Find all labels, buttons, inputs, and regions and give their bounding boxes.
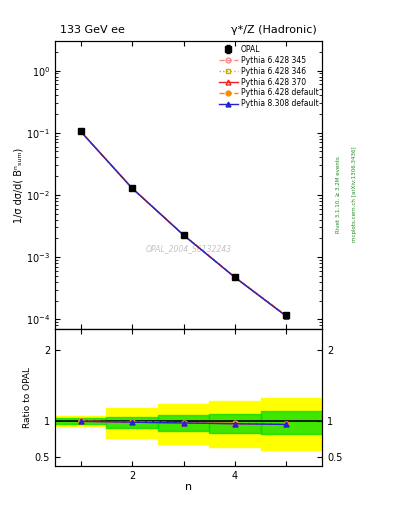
Pythia 6.428 346 bbox=[181, 232, 186, 238]
Pythia 6.428 345 bbox=[233, 274, 237, 280]
Pythia 8.308 default bbox=[78, 129, 83, 135]
Y-axis label: 1/σ dσ/d( Bⁿₛᵤₘ): 1/σ dσ/d( Bⁿₛᵤₘ) bbox=[13, 147, 23, 223]
Pythia 6.428 default bbox=[233, 274, 237, 280]
Pythia 6.428 370 bbox=[233, 274, 237, 281]
Y-axis label: Ratio to OPAL: Ratio to OPAL bbox=[23, 367, 32, 428]
Text: mcplots.cern.ch [arXiv:1306.3436]: mcplots.cern.ch [arXiv:1306.3436] bbox=[352, 147, 357, 242]
Pythia 8.308 default bbox=[181, 232, 186, 238]
Text: 133 GeV ee: 133 GeV ee bbox=[61, 25, 125, 35]
Pythia 6.428 default bbox=[78, 129, 83, 135]
Text: OPAL_2004_S6132243: OPAL_2004_S6132243 bbox=[146, 244, 231, 253]
Line: Pythia 6.428 345: Pythia 6.428 345 bbox=[78, 129, 289, 318]
Pythia 6.428 370 bbox=[78, 129, 83, 135]
Text: γ*/Z (Hadronic): γ*/Z (Hadronic) bbox=[231, 25, 317, 35]
Pythia 6.428 345 bbox=[284, 313, 288, 319]
Pythia 6.428 default bbox=[284, 313, 288, 319]
Pythia 8.308 default bbox=[233, 274, 237, 281]
Pythia 6.428 346 bbox=[78, 129, 83, 135]
Line: Pythia 6.428 370: Pythia 6.428 370 bbox=[78, 129, 289, 318]
Line: Pythia 6.428 346: Pythia 6.428 346 bbox=[78, 129, 289, 318]
Pythia 6.428 default bbox=[181, 232, 186, 238]
Pythia 6.428 370 bbox=[284, 313, 288, 319]
Pythia 6.428 default bbox=[130, 185, 134, 191]
Text: Rivet 3.1.10, ≥ 3.2M events: Rivet 3.1.10, ≥ 3.2M events bbox=[336, 156, 341, 233]
Legend: OPAL, Pythia 6.428 345, Pythia 6.428 346, Pythia 6.428 370, Pythia 6.428 default: OPAL, Pythia 6.428 345, Pythia 6.428 346… bbox=[217, 43, 320, 110]
Line: Pythia 8.308 default: Pythia 8.308 default bbox=[78, 129, 289, 318]
Pythia 6.428 370 bbox=[181, 232, 186, 238]
Line: Pythia 6.428 default: Pythia 6.428 default bbox=[78, 129, 289, 318]
Pythia 6.428 346 bbox=[284, 313, 288, 319]
X-axis label: n: n bbox=[185, 482, 192, 492]
Pythia 6.428 346 bbox=[233, 274, 237, 281]
Pythia 6.428 345 bbox=[181, 232, 186, 238]
Pythia 6.428 370 bbox=[130, 185, 134, 191]
Pythia 6.428 345 bbox=[78, 129, 83, 135]
Pythia 8.308 default bbox=[130, 185, 134, 191]
Pythia 8.308 default bbox=[284, 313, 288, 319]
Pythia 6.428 346 bbox=[130, 185, 134, 191]
Pythia 6.428 345 bbox=[130, 185, 134, 191]
